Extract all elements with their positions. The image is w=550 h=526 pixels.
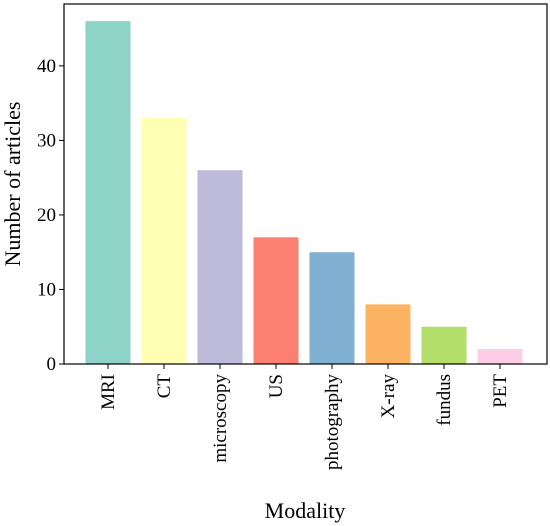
y-tick-label: 10 [37, 279, 56, 300]
x-tick-label: MRI [98, 374, 119, 410]
y-tick-label: 40 [37, 56, 56, 77]
x-ticks-group: MRI CT microscopy US photography X-ray fundus P… [98, 364, 511, 470]
x-tick-label: CT [154, 374, 175, 399]
y-tick-label: 0 [47, 354, 57, 375]
y-ticks-group: 0 10 20 30 40 [37, 56, 64, 375]
plot-frame [63, 3, 548, 365]
bar-us [253, 237, 299, 364]
x-tick-label: microscopy [210, 374, 231, 463]
bars-group [85, 21, 523, 365]
x-tick-label: PET [490, 374, 511, 408]
x-tick-label: photography [322, 374, 343, 471]
bar-photography [309, 252, 355, 364]
bar-microscopy [197, 170, 243, 364]
x-tick-label: X-ray [378, 374, 399, 419]
x-axis-label: Modality [265, 498, 346, 523]
bar-pet [477, 349, 523, 364]
bar-fundus [421, 326, 467, 364]
y-tick-label: 20 [37, 205, 56, 226]
y-tick-label: 30 [37, 130, 56, 151]
bar-x-ray [365, 304, 411, 364]
x-tick-label: US [266, 374, 287, 398]
y-axis-label: Number of articles [0, 102, 25, 267]
bar-ct [141, 118, 187, 365]
bar-mri [85, 21, 131, 365]
x-tick-label: fundus [434, 374, 455, 426]
